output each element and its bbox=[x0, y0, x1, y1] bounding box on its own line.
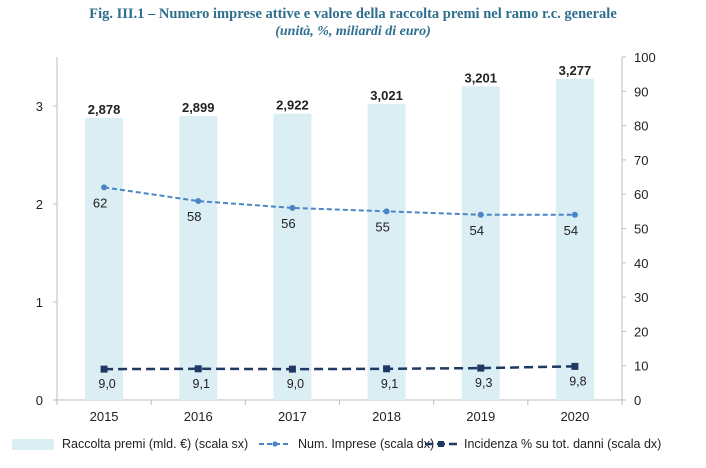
bar-raccolta-premi bbox=[85, 117, 124, 401]
imprese-value-label: 58 bbox=[187, 209, 201, 224]
left-tick-label: 2 bbox=[36, 197, 43, 212]
imprese-value-label: 62 bbox=[93, 195, 107, 210]
x-tick-label: 2020 bbox=[560, 409, 589, 424]
bar-raccolta-premi bbox=[273, 113, 312, 401]
bar-value-label: 3,201 bbox=[464, 70, 497, 85]
point-num-imprese bbox=[571, 211, 578, 218]
legend-swatch-incidenza bbox=[425, 441, 457, 447]
point-incidenza bbox=[100, 365, 108, 373]
x-tick-label: 2016 bbox=[184, 409, 213, 424]
left-tick-label: 1 bbox=[36, 295, 43, 310]
right-tick-label: 30 bbox=[634, 290, 648, 305]
bar-value-label: 2,878 bbox=[88, 102, 121, 117]
right-tick-label: 60 bbox=[634, 187, 648, 202]
legend-label-raccolta: Raccolta premi (mld. €) (scala sx) bbox=[62, 437, 249, 451]
point-num-imprese bbox=[101, 184, 108, 191]
x-tick-label: 2015 bbox=[90, 409, 119, 424]
point-num-imprese bbox=[289, 204, 296, 211]
line-incidenza bbox=[104, 365, 575, 371]
imprese-value-label: 56 bbox=[281, 216, 295, 231]
legend-label-imprese: Num. Imprese (scala dx) bbox=[298, 437, 435, 451]
x-tick-label: 2019 bbox=[466, 409, 495, 424]
bar-value-label: 2,922 bbox=[276, 98, 309, 113]
right-tick-label: 50 bbox=[634, 222, 648, 237]
right-tick-label: 40 bbox=[634, 256, 648, 271]
line-num-imprese bbox=[103, 186, 575, 216]
bar-raccolta-premi bbox=[461, 86, 500, 400]
right-tick-label: 10 bbox=[634, 359, 648, 374]
incidenza-value-label: 9,0 bbox=[98, 377, 115, 391]
point-incidenza bbox=[477, 364, 485, 372]
right-tick-label: 90 bbox=[634, 84, 648, 99]
legend: Raccolta premi (mld. €) (scala sx) Num. … bbox=[12, 437, 702, 459]
imprese-value-label: 54 bbox=[470, 223, 484, 238]
chart-subtitle: (unità, %, miliardi di euro) bbox=[275, 24, 431, 39]
right-tick-label: 70 bbox=[634, 153, 648, 168]
incidenza-value-label: 9,1 bbox=[193, 377, 210, 391]
legend-label-incidenza: Incidenza % su tot. danni (scala dx) bbox=[464, 437, 662, 451]
incidenza-value-label: 9,1 bbox=[381, 377, 398, 391]
legend-item-incidenza: Incidenza % su tot. danni (scala dx) bbox=[424, 437, 661, 451]
point-incidenza bbox=[383, 365, 391, 373]
point-num-imprese bbox=[383, 208, 390, 215]
left-tick-label: 3 bbox=[36, 99, 43, 114]
point-incidenza bbox=[288, 365, 296, 373]
point-num-imprese bbox=[195, 198, 202, 205]
right-tick-label: 100 bbox=[634, 50, 656, 65]
legend-item-raccolta: Raccolta premi (mld. €) (scala sx) bbox=[12, 437, 248, 451]
bar-raccolta-premi bbox=[179, 115, 218, 400]
incidenza-value-label: 9,8 bbox=[569, 374, 586, 388]
imprese-value-label: 54 bbox=[564, 223, 578, 238]
right-tick-label: 80 bbox=[634, 119, 648, 134]
x-tick-label: 2018 bbox=[372, 409, 401, 424]
bar-raccolta-premi bbox=[367, 103, 406, 400]
legend-swatch-imprese bbox=[259, 441, 291, 447]
chart-title: Fig. III.1 – Numero imprese attive e val… bbox=[89, 6, 617, 22]
incidenza-value-label: 9,3 bbox=[475, 376, 492, 390]
bar-value-label: 3,277 bbox=[559, 63, 592, 78]
right-tick-label: 20 bbox=[634, 324, 648, 339]
point-incidenza bbox=[571, 362, 579, 370]
point-num-imprese bbox=[477, 211, 484, 218]
left-tick-label: 0 bbox=[36, 393, 43, 408]
point-incidenza bbox=[194, 365, 202, 373]
legend-swatch-bar bbox=[12, 438, 54, 450]
incidenza-value-label: 9,0 bbox=[287, 377, 304, 391]
bar-raccolta-premi bbox=[555, 78, 594, 400]
right-tick-label: 0 bbox=[634, 393, 641, 408]
x-tick-label: 2017 bbox=[278, 409, 307, 424]
bar-value-label: 3,021 bbox=[370, 88, 403, 103]
legend-item-imprese: Num. Imprese (scala dx) bbox=[258, 437, 434, 451]
bar-value-label: 2,899 bbox=[182, 100, 215, 115]
imprese-value-label: 55 bbox=[375, 219, 389, 234]
